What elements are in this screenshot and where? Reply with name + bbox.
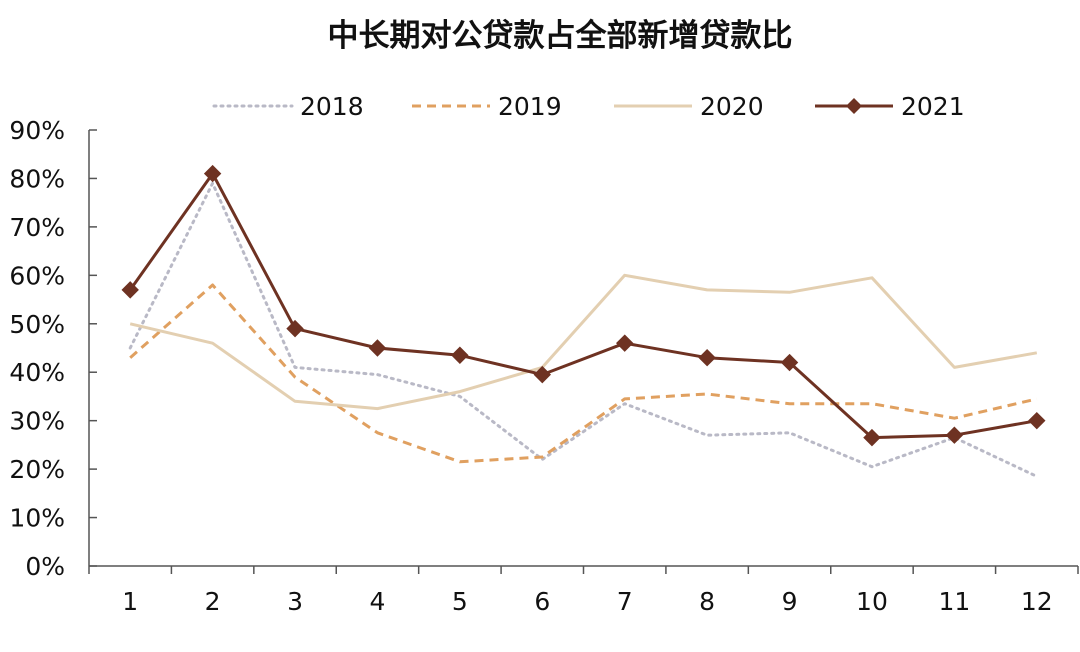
y-tick-label: 60%: [9, 261, 65, 290]
x-tick-label: 5: [452, 587, 468, 616]
y-tick-label: 30%: [9, 407, 65, 436]
x-tick-label: 7: [617, 587, 633, 616]
x-tick-label: 6: [534, 587, 550, 616]
data-point-2021: [368, 339, 387, 357]
x-tick-label: 12: [1021, 587, 1053, 616]
legend-label-2019: 2019: [498, 92, 562, 121]
series-line-2021: [128, 172, 1038, 440]
x-tick-label: 10: [856, 587, 888, 616]
x-tick-label: 8: [699, 587, 715, 616]
x-tick-label: 3: [287, 587, 303, 616]
legend-label-2021: 2021: [901, 92, 965, 121]
y-tick-label: 10%: [9, 504, 65, 533]
y-tick-label: 50%: [9, 310, 65, 339]
data-point-2021: [533, 365, 551, 384]
y-axis: 0% 10% 20% 30% 40% 50% 60% 70% 80% 90%: [9, 116, 97, 581]
x-tick-label: 2: [205, 587, 221, 616]
x-tick-label: 1: [122, 587, 138, 616]
data-point-2021: [286, 319, 304, 338]
data-point-2021: [203, 164, 222, 183]
data-point-2021: [1028, 411, 1046, 430]
series-line-2019: [129, 283, 1038, 464]
y-tick-label: 70%: [9, 213, 65, 242]
y-tick-label: 90%: [9, 116, 65, 145]
chart-title: 中长期对公贷款占全部新增贷款比: [328, 18, 793, 54]
y-tick-label: 20%: [9, 455, 65, 484]
x-axis: 1 2 3 4 5 6 7 8 9 10 11 12: [88, 565, 1079, 616]
plot-area: [121, 164, 1046, 478]
data-point-2021: [863, 428, 881, 447]
x-tick-label: 4: [370, 587, 386, 616]
data-point-2021: [698, 348, 716, 367]
legend-marker-2021: [846, 98, 862, 114]
legend-label-2020: 2020: [700, 92, 764, 121]
x-tick-label: 9: [782, 587, 798, 616]
series-line-2018: [128, 181, 1039, 478]
legend-label-2018: 2018: [300, 92, 364, 121]
data-point-2021: [945, 426, 964, 444]
y-tick-label: 40%: [9, 358, 65, 387]
data-point-2021: [616, 334, 634, 352]
y-tick-label: 0%: [25, 552, 65, 581]
series-line-2020: [129, 273, 1038, 411]
x-tick-label: 11: [938, 587, 970, 616]
legend: 2018 2019 2020 2021: [212, 92, 965, 121]
data-point-2021: [451, 346, 469, 364]
data-point-2021: [121, 281, 139, 299]
data-point-2021: [780, 353, 799, 372]
y-tick-label: 80%: [9, 164, 65, 193]
